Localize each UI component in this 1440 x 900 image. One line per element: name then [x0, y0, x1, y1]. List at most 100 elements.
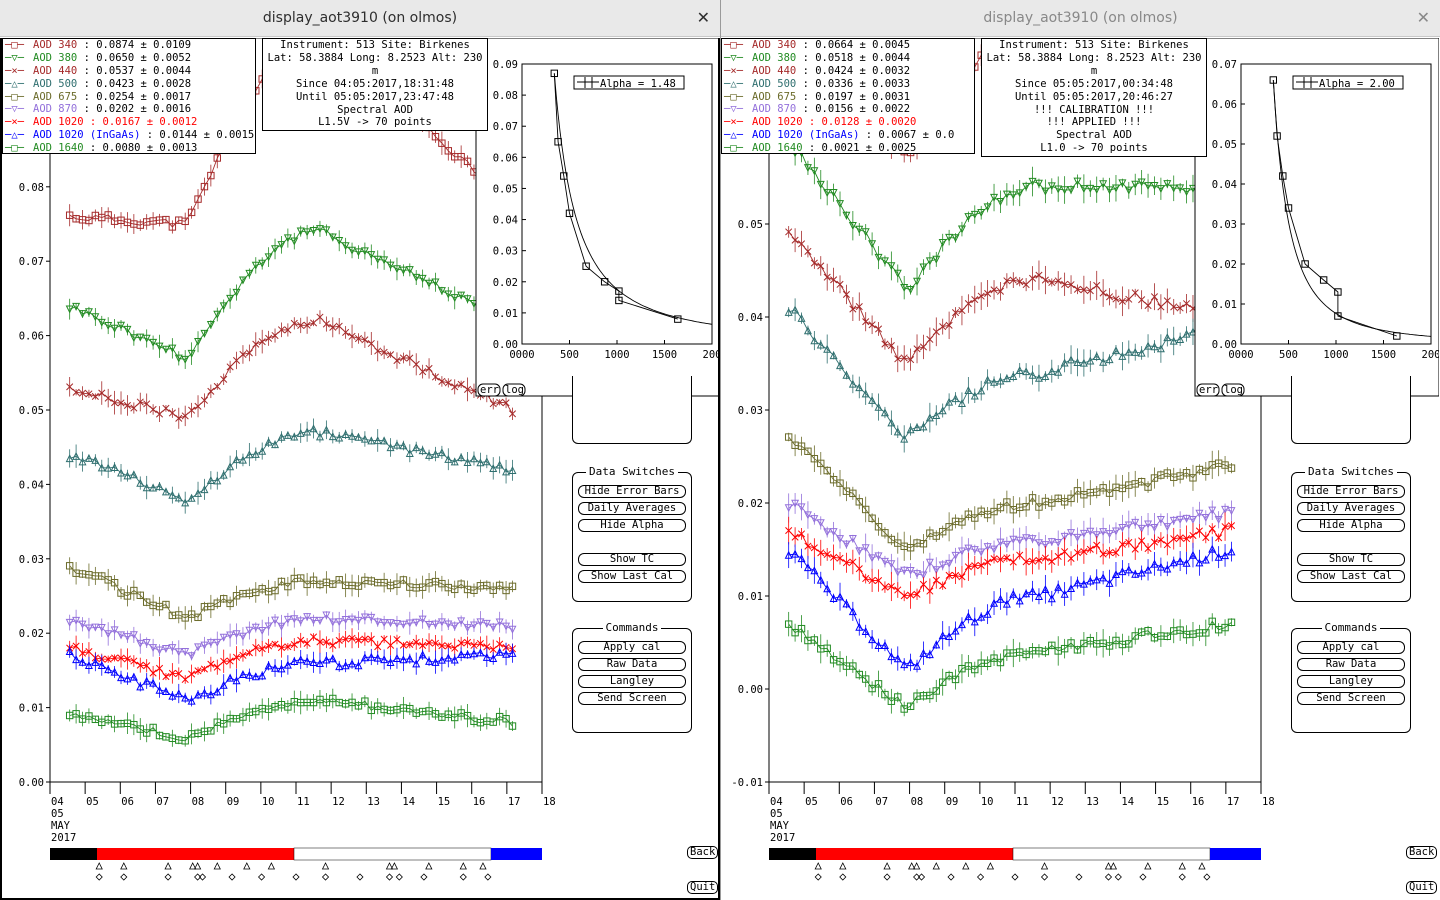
data-point-marker	[919, 263, 928, 272]
err-button[interactable]	[477, 383, 501, 397]
data-point-marker	[1176, 335, 1185, 344]
data-point-marker	[258, 626, 267, 635]
data-point-marker	[367, 706, 375, 715]
data-point-marker	[418, 274, 427, 283]
data-point-marker	[284, 643, 292, 651]
data-point-marker	[1073, 533, 1082, 542]
data-point-marker	[104, 463, 113, 472]
apply-cal-button[interactable]: Apply cal	[1297, 641, 1405, 654]
data-point-marker	[1002, 599, 1011, 608]
raw-data-button[interactable]: Raw Data	[1297, 658, 1405, 671]
data-point-marker	[900, 434, 909, 443]
info-line: !!! CALIBRATION !!!	[1033, 103, 1155, 116]
data-point-marker	[1054, 582, 1063, 591]
log-button[interactable]	[1221, 383, 1245, 397]
data-point-marker	[284, 703, 292, 711]
data-point-marker	[1144, 520, 1153, 529]
data-point-marker	[951, 394, 960, 403]
window-title: display_aot3910 (on olmos)	[262, 10, 458, 26]
close-icon[interactable]: ✕	[696, 8, 710, 27]
data-point-marker	[785, 228, 793, 236]
data-point-marker	[829, 594, 838, 603]
data-point-marker	[874, 640, 883, 649]
data-point-marker	[393, 635, 401, 644]
data-point-marker	[251, 449, 260, 458]
show-tc-button[interactable]: Show TC	[578, 553, 686, 566]
data-point-marker	[393, 357, 401, 365]
data-point-marker	[836, 200, 845, 209]
daily-averages-button[interactable]: Daily Averages	[578, 502, 686, 515]
show-tc-button[interactable]: Show TC	[1297, 553, 1405, 566]
log-button[interactable]	[502, 383, 526, 397]
data-point-marker	[226, 363, 234, 371]
data-point-marker	[142, 334, 151, 343]
inset-data-marker	[560, 172, 568, 180]
data-point-marker	[1221, 523, 1229, 531]
quit-button[interactable]: Quit	[1406, 881, 1438, 894]
hide-alpha-button[interactable]: Hide Alpha	[1297, 519, 1405, 532]
quit-button[interactable]: Quit	[687, 881, 719, 894]
langley-button[interactable]: Langley	[578, 675, 686, 688]
langley-button[interactable]: Langley	[1297, 675, 1405, 688]
data-point-marker	[951, 675, 960, 684]
raw-data-button[interactable]: Raw Data	[578, 658, 686, 671]
data-point-marker	[1221, 551, 1230, 560]
measurement-triangle-marker	[1144, 862, 1152, 870]
data-point-marker	[457, 152, 465, 161]
window-titlebar[interactable]: display_aot3910 (on olmos) ✕	[0, 0, 720, 37]
data-point-marker	[1093, 541, 1101, 549]
daily-averages-button[interactable]: Daily Averages	[1297, 502, 1405, 515]
data-point-marker	[1208, 544, 1217, 553]
back-button[interactable]: Back	[687, 846, 719, 859]
data-point-marker	[425, 656, 434, 665]
data-point-marker	[232, 653, 241, 661]
x-tick-label: 07	[156, 796, 169, 808]
data-point-marker	[797, 503, 806, 512]
data-point-marker	[1035, 271, 1043, 279]
err-button[interactable]	[1196, 383, 1220, 397]
hide-error-bars-button[interactable]: Hide Error Bars	[578, 485, 686, 498]
data-point-marker	[1016, 551, 1024, 559]
data-point-marker	[1214, 552, 1223, 561]
show-last-cal-button[interactable]: Show Last Cal	[1297, 570, 1405, 583]
data-point-marker	[861, 228, 870, 237]
x-tick-label: 06	[121, 796, 134, 808]
window-titlebar[interactable]: display_aot3910 (on olmos) ✕	[721, 0, 1440, 37]
data-point-marker	[97, 318, 106, 327]
data-point-marker	[932, 255, 941, 264]
data-point-marker	[1208, 525, 1216, 533]
data-point-marker	[932, 576, 940, 584]
data-point-marker	[258, 645, 266, 653]
data-point-marker	[894, 355, 902, 363]
data-point-marker	[1047, 182, 1056, 191]
data-point-marker	[816, 519, 825, 528]
data-point-marker	[110, 324, 119, 333]
measurement-diamond-marker	[1040, 873, 1049, 881]
data-point-marker	[1163, 541, 1171, 549]
back-button[interactable]: Back	[1406, 846, 1438, 859]
data-point-marker	[919, 422, 928, 431]
hide-alpha-button[interactable]: Hide Alpha	[578, 519, 686, 532]
data-point-marker	[1047, 538, 1056, 547]
data-point-marker	[508, 625, 517, 634]
hide-error-bars-button[interactable]: Hide Error Bars	[1297, 485, 1405, 498]
data-point-marker	[1137, 178, 1146, 187]
x-tick-label: 09	[946, 796, 959, 808]
window-left: display_aot3910 (on olmos) ✕ 0.00 0.01 0.0…	[0, 0, 720, 900]
data-point-marker	[855, 303, 863, 311]
data-point-marker	[1067, 355, 1076, 364]
apply-cal-button[interactable]: Apply cal	[578, 641, 686, 654]
status-segment-red	[97, 848, 294, 860]
x-tick-label: 16	[1192, 796, 1205, 808]
measurement-triangle-marker	[883, 862, 891, 870]
series-7	[65, 642, 517, 707]
send-screen-button[interactable]: Send Screen	[578, 692, 686, 705]
close-icon[interactable]: ✕	[1416, 8, 1430, 27]
data-point-marker	[245, 649, 253, 657]
send-screen-button[interactable]: Send Screen	[1297, 692, 1405, 705]
data-point-marker	[823, 528, 832, 537]
data-point-marker	[315, 658, 324, 667]
show-last-cal-button[interactable]: Show Last Cal	[578, 570, 686, 583]
data-point-marker	[1035, 556, 1043, 564]
data-point-marker	[880, 557, 889, 566]
